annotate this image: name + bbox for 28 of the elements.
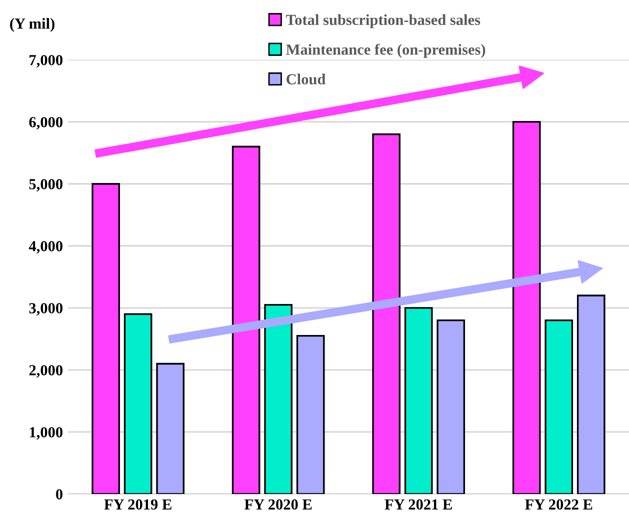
bar: [576, 294, 606, 494]
y-tick-label: 0: [56, 489, 62, 500]
bar: [404, 307, 433, 494]
bar: [264, 304, 292, 494]
y-tick-label: 6,000: [29, 116, 62, 130]
bar: [372, 133, 400, 494]
legend-label: Total subscription-based sales: [286, 14, 480, 28]
bar: [544, 319, 574, 494]
y-tick-label: 5,000: [29, 179, 62, 192]
bar: [296, 334, 325, 494]
bar: [156, 362, 184, 494]
x-tick-label: FY 2020 E: [244, 499, 312, 510]
y-tick-label: 4,000: [28, 241, 62, 254]
x-tick-label: FY 2019 E: [104, 499, 172, 510]
bar: [232, 146, 260, 494]
bar: [124, 313, 152, 494]
bar: [512, 120, 541, 494]
x-tick-label: FY 2021 E: [384, 499, 452, 510]
bar: [436, 319, 466, 494]
y-tick-label: 1,000: [30, 427, 62, 440]
legend-label: Maintenance fee (on-premises): [286, 44, 486, 58]
bar: [92, 183, 120, 494]
y-axis-title: (Y mil): [10, 18, 54, 32]
y-tick-label: 3,000: [29, 303, 62, 316]
legend-label: Cloud: [286, 74, 326, 84]
y-tick-label: 7,000: [30, 54, 62, 68]
y-tick-label: 2,000: [29, 365, 62, 378]
x-tick-label: FY 2022 E: [525, 499, 592, 510]
